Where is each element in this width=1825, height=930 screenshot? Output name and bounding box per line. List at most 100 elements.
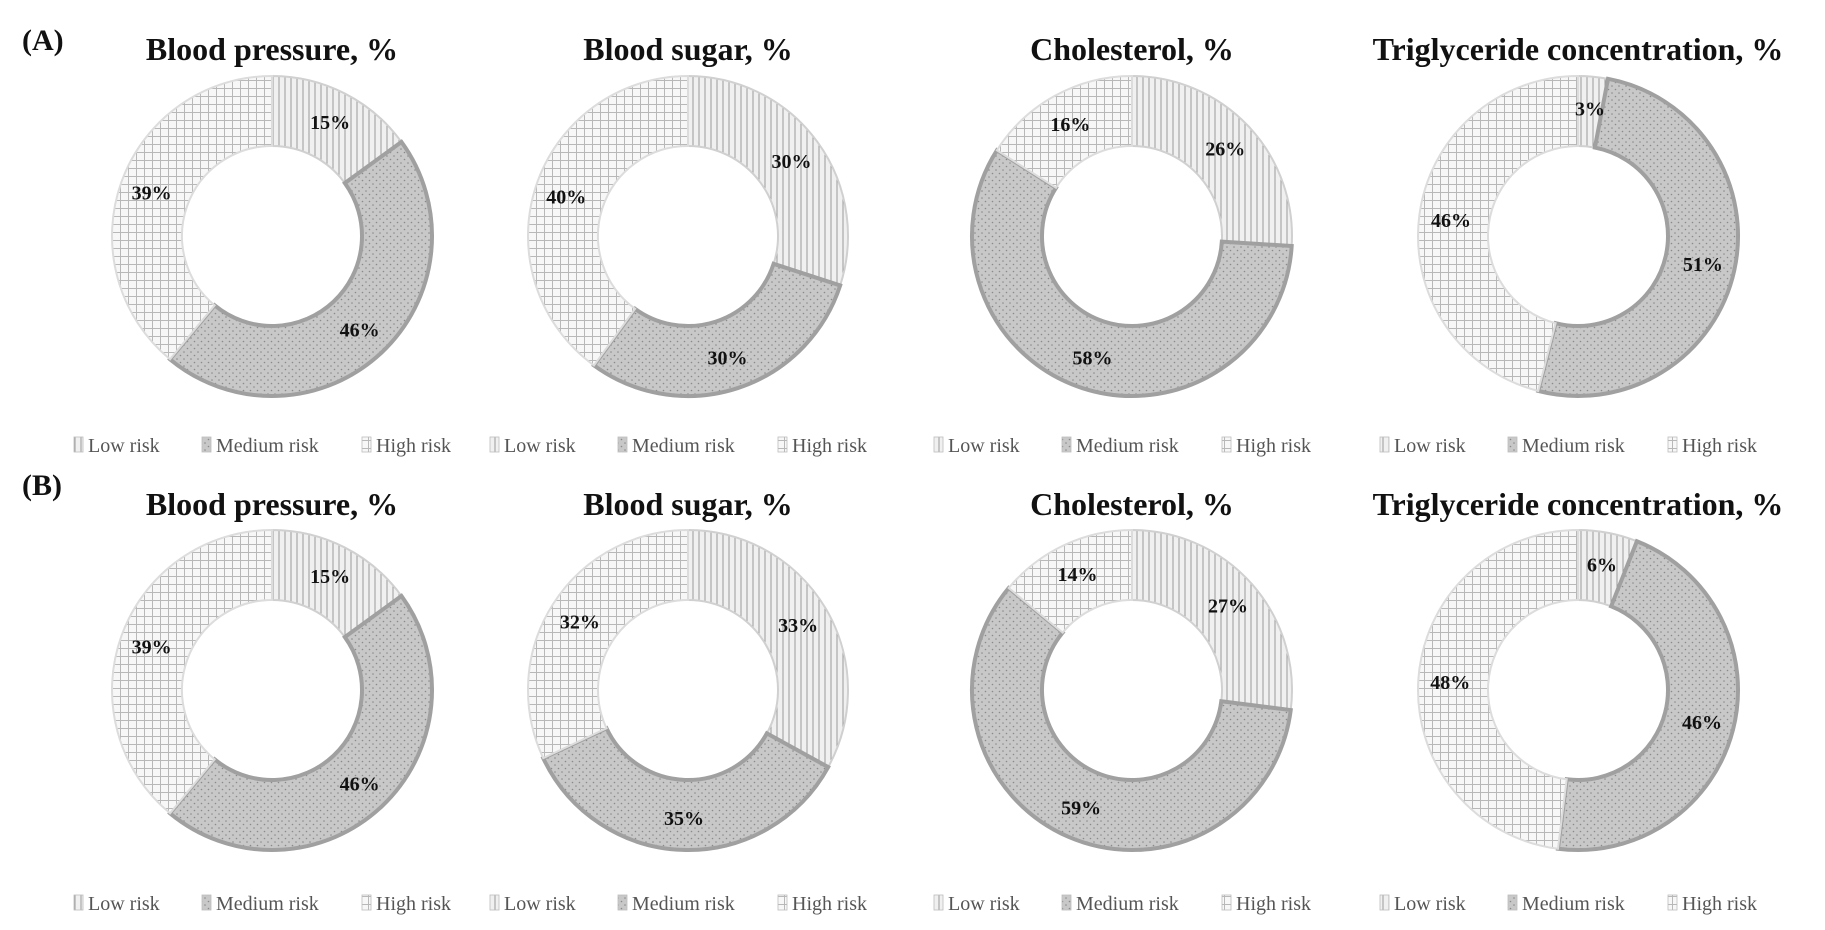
chart-title: Triglyceride concentration, % [1373,31,1784,67]
data-label-low-risk: 3% [1575,99,1605,121]
data-label-high-risk: 39% [132,637,172,659]
legend-swatch-medium-risk [617,436,628,453]
legend-swatch-medium-risk [1061,894,1072,911]
slice-high-risk [1417,74,1579,393]
data-label-high-risk: 16% [1050,114,1090,136]
legend-label-medium-risk: Medium risk [1522,435,1625,457]
slice-low-risk [1131,74,1293,248]
charts-layer: Blood pressure, % 15% 46% 39% Low risk Medium… [73,31,1784,915]
donut-chart-p1-c2: Cholesterol, % 27% 59% 14% Low risk Medium ri… [933,486,1311,915]
data-label-high-risk: 48% [1430,672,1470,694]
chart-title: Cholesterol, % [1030,31,1234,67]
legend-swatch-low-risk [489,894,500,911]
chart-title: Blood sugar, % [583,486,793,522]
legend-label-low-risk: Low risk [88,435,160,457]
legend-swatch-high-risk [777,894,788,911]
chart-title: Triglyceride concentration, % [1373,486,1784,522]
data-label-low-risk: 33% [778,615,818,637]
slice-medium-risk [970,585,1293,852]
slice-medium-risk [591,261,843,398]
legend-swatch-medium-risk [1507,894,1518,911]
data-label-low-risk: 15% [310,566,350,588]
legend-label-medium-risk: Medium risk [1076,435,1179,457]
legend-swatch-high-risk [1221,436,1232,453]
legend-label-high-risk: High risk [376,893,451,915]
slice-medium-risk [540,725,831,852]
slice-medium-risk [970,147,1294,398]
legend-label-low-risk: Low risk [948,893,1020,915]
legend-label-high-risk: High risk [1682,893,1757,915]
slice-medium-risk [167,139,434,398]
data-label-medium-risk: 35% [664,808,704,830]
donut-chart-p1-c0: Blood pressure, % 15% 46% 39% Low risk Medium… [73,486,451,915]
legend-label-low-risk: Low risk [504,435,576,457]
legend-swatch-high-risk [1667,436,1678,453]
legend-swatch-medium-risk [617,894,628,911]
data-label-high-risk: 32% [560,611,600,633]
slice-high-risk [111,74,273,361]
slice-high-risk [527,74,689,367]
donut-chart-p0-c2: Cholesterol, % 26% 58% 16% Low risk Medium ri… [933,31,1311,457]
slice-low-risk [1131,528,1293,712]
slice-high-risk [1007,528,1133,635]
legend-swatch-medium-risk [201,436,212,453]
legend-label-medium-risk: Medium risk [632,893,735,915]
legend-label-high-risk: High risk [792,435,867,457]
chart-title: Blood sugar, % [583,31,793,67]
slice-medium-risk [167,593,434,852]
legend-swatch-medium-risk [201,894,212,911]
panel-label-b: (B) [22,469,62,502]
legend-label-low-risk: Low risk [1394,893,1466,915]
legend-swatch-low-risk [1379,894,1390,911]
legend-swatch-medium-risk [1507,436,1518,453]
legend-label-low-risk: Low risk [88,893,160,915]
slice-low-risk [687,528,849,769]
legend-swatch-low-risk [489,436,500,453]
legend-swatch-high-risk [361,436,372,453]
legend-swatch-high-risk [361,894,372,911]
slice-high-risk [111,528,273,815]
data-label-high-risk: 46% [1431,210,1471,232]
data-label-medium-risk: 46% [340,319,380,341]
legend-label-high-risk: High risk [376,435,451,457]
legend-label-medium-risk: Medium risk [632,435,735,457]
slice-low-risk [687,74,849,287]
chart-title: Blood pressure, % [146,486,398,522]
data-label-low-risk: 6% [1587,554,1617,576]
slice-high-risk [1417,528,1579,850]
legend-swatch-low-risk [933,436,944,453]
slice-medium-risk [1535,76,1741,398]
legend-swatch-low-risk [1379,436,1390,453]
legend-label-high-risk: High risk [1236,893,1311,915]
chart-title: Blood pressure, % [146,31,398,67]
data-label-high-risk: 14% [1058,564,1098,586]
legend-label-high-risk: High risk [1236,435,1311,457]
legend-swatch-high-risk [1221,894,1232,911]
panel-label-a: (A) [22,24,64,57]
data-label-low-risk: 26% [1205,138,1245,160]
legend-label-high-risk: High risk [792,893,867,915]
data-label-medium-risk: 46% [1682,712,1722,734]
legend-swatch-medium-risk [1061,436,1072,453]
legend-label-medium-risk: Medium risk [216,893,319,915]
data-label-low-risk: 30% [772,151,812,173]
data-label-medium-risk: 51% [1683,254,1723,276]
legend-label-low-risk: Low risk [504,893,576,915]
donut-chart-p1-c3: Triglyceride concentration, % 6% 46% 48% Low… [1373,486,1784,915]
chart-title: Cholesterol, % [1030,486,1234,522]
legend-label-medium-risk: Medium risk [1522,893,1625,915]
data-label-medium-risk: 30% [708,348,748,370]
legend-label-high-risk: High risk [1682,435,1757,457]
slice-high-risk [527,528,689,760]
slice-medium-risk [1555,538,1740,852]
legend-swatch-low-risk [73,436,84,453]
legend-label-medium-risk: Medium risk [1076,893,1179,915]
donut-chart-p0-c3: Triglyceride concentration, % 3% 51% 46% Low… [1373,31,1784,457]
legend-swatch-low-risk [73,894,84,911]
slice-high-risk [995,74,1133,190]
data-label-high-risk: 39% [132,183,172,205]
data-label-low-risk: 27% [1208,595,1248,617]
legend-swatch-low-risk [933,894,944,911]
legend-label-low-risk: Low risk [1394,435,1466,457]
